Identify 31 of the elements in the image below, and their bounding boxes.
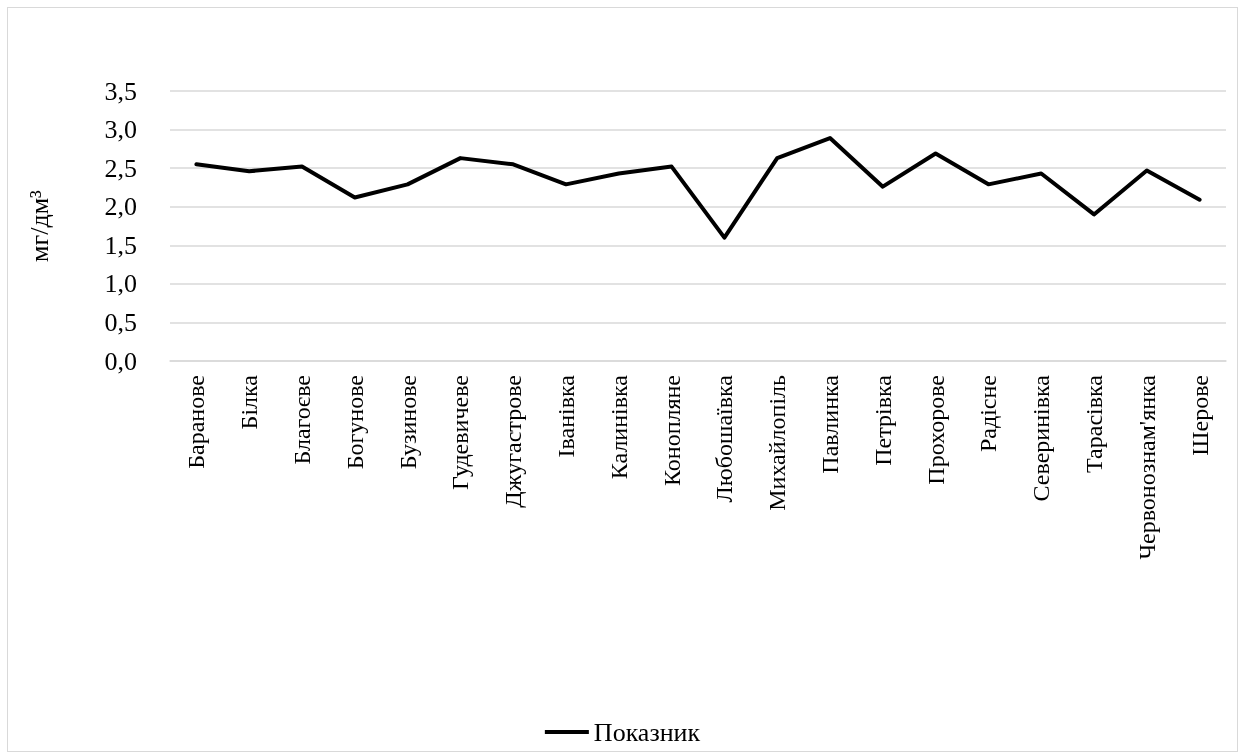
x-tick-label: Любошаївка [711,374,738,503]
legend-label: Показник [593,717,701,747]
x-tick-label: Северинівка [1028,374,1055,502]
x-tick-label: Джугастрове [500,375,527,508]
x-tick-label: Благоєве [289,375,315,465]
x-tick-label: Михайлопіль [764,374,791,511]
x-tick-label: Конопляне [658,375,685,487]
y-tick-label: 3,0 [104,115,137,145]
y-tick-label: 3,5 [104,76,137,106]
x-tick-label: Червонознам'янка [1133,374,1160,560]
y-tick-label: 2,5 [104,153,137,183]
x-tick-label: Гудевичеве [447,375,474,491]
x-tick-label: Тарасівка [1081,374,1107,473]
x-tick-label: Павлинка [817,374,843,474]
x-tick-label: Білка [236,374,263,430]
x-tick-label: Прохорове [922,375,949,485]
y-tick-label: 2,0 [104,192,137,222]
x-tick-label: Шерове [1186,375,1213,456]
line-series [194,136,1202,240]
y-tick-label: 0,0 [104,346,137,376]
y-axis-title: мг/дм³ [24,189,54,262]
x-tick-label: Іванівка [553,374,579,458]
x-tick-label: Калинівка [605,374,632,480]
y-tick-label: 1,5 [104,230,137,260]
x-tick-label: Баранове [183,375,210,469]
x-tick-label: Богунове [341,375,368,470]
x-tick-label: Радісне [975,375,1002,453]
y-tick-label: 0,5 [104,307,137,337]
x-tick-label: Бузинове [394,375,421,470]
x-tick-label: Петрівка [869,374,896,466]
y-tick-label: 1,0 [104,269,137,299]
